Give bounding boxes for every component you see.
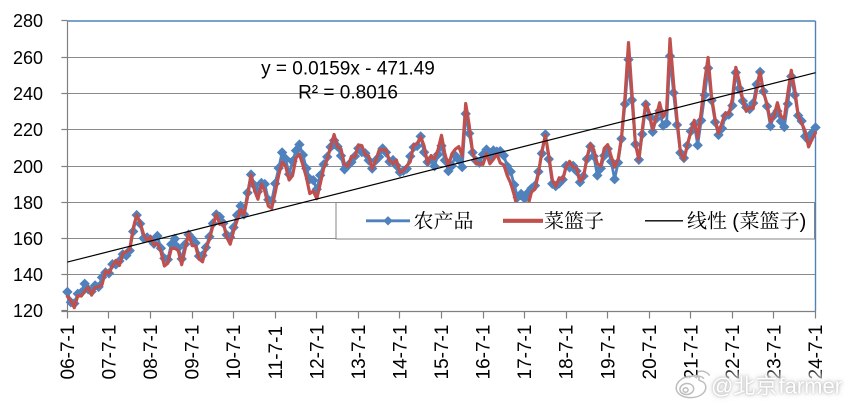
svg-text:16-7-1: 16-7-1 — [474, 325, 495, 380]
svg-text:11-7-1: 11-7-1 — [266, 326, 287, 380]
svg-text:23-7-1: 23-7-1 — [765, 325, 786, 380]
svg-text:22-7-1: 22-7-1 — [723, 325, 744, 380]
svg-text:240: 240 — [13, 84, 43, 104]
svg-text:09-7-1: 09-7-1 — [183, 325, 204, 380]
svg-text:24-7-1: 24-7-1 — [806, 325, 827, 380]
svg-text:): ) — [800, 211, 807, 233]
svg-text:y = 0.0159x - 471.49: y = 0.0159x - 471.49 — [261, 59, 435, 80]
svg-text:(: ( — [732, 211, 739, 233]
svg-text:280: 280 — [13, 11, 43, 31]
svg-text:21-7-1: 21-7-1 — [681, 325, 702, 380]
svg-text:18-7-1: 18-7-1 — [557, 325, 578, 380]
svg-text:20-7-1: 20-7-1 — [640, 325, 661, 380]
svg-text:13-7-1: 13-7-1 — [349, 325, 370, 380]
svg-text:180: 180 — [13, 193, 43, 213]
svg-text:120: 120 — [13, 301, 43, 321]
svg-text:200: 200 — [13, 157, 43, 177]
svg-text:14-7-1: 14-7-1 — [390, 325, 411, 380]
svg-text:R² = 0.8016: R² = 0.8016 — [298, 83, 398, 104]
svg-text:12-7-1: 12-7-1 — [307, 325, 328, 380]
svg-text:220: 220 — [13, 120, 43, 140]
svg-text:07-7-1: 07-7-1 — [100, 325, 121, 380]
svg-text:260: 260 — [13, 48, 43, 68]
svg-text:10-7-1: 10-7-1 — [224, 325, 245, 380]
svg-text:06-7-1: 06-7-1 — [58, 325, 79, 380]
svg-text:19-7-1: 19-7-1 — [598, 325, 619, 380]
svg-text:140: 140 — [13, 265, 43, 285]
svg-text:08-7-1: 08-7-1 — [141, 325, 162, 380]
svg-text:160: 160 — [13, 229, 43, 249]
svg-text:17-7-1: 17-7-1 — [515, 325, 536, 380]
svg-text:15-7-1: 15-7-1 — [432, 325, 453, 380]
